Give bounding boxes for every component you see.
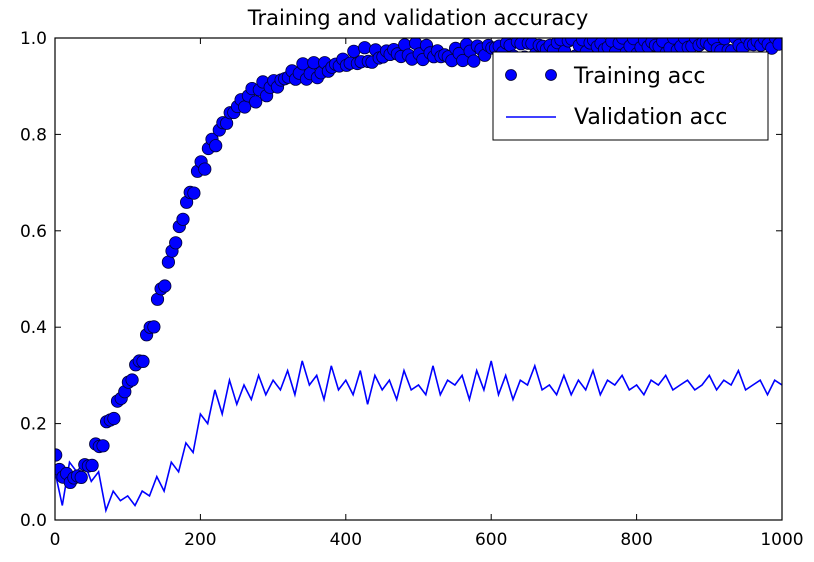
x-axis-ticks: 0 200 400 600 800 1000 — [50, 38, 804, 550]
training-acc-point — [209, 139, 223, 153]
training-acc-point — [176, 212, 190, 226]
training-acc-point — [147, 320, 161, 334]
training-acc-point — [467, 54, 481, 68]
training-acc-point — [85, 458, 99, 472]
training-acc-point — [347, 44, 361, 58]
y-tick-label: 0.0 — [20, 511, 47, 531]
x-tick-label: 800 — [620, 530, 652, 550]
legend-training-marker — [545, 69, 557, 81]
x-tick-label: 0 — [50, 530, 61, 550]
training-acc-point — [107, 411, 121, 426]
plot-frame — [54, 37, 783, 521]
y-tick-label: 0.8 — [20, 125, 47, 145]
x-tick-label: 200 — [184, 530, 216, 550]
y-tick-label: 0.2 — [20, 415, 47, 435]
legend-box — [492, 51, 769, 141]
y-axis-ticks: 0.0 0.2 0.4 0.6 0.8 1.0 — [20, 29, 782, 531]
training-acc-point — [125, 373, 139, 387]
x-tick-label: 600 — [475, 530, 507, 550]
y-tick-label: 0.6 — [20, 222, 47, 242]
training-acc-point — [158, 279, 172, 293]
y-tick-label: 0.4 — [20, 318, 47, 338]
chart-title: Training and validation accuracy — [247, 6, 589, 30]
legend-validation-label: Validation acc — [574, 105, 727, 130]
training-acc-point — [358, 41, 372, 55]
training-acc-point — [74, 470, 88, 484]
y-tick-label: 1.0 — [20, 29, 47, 49]
x-tick-label: 1000 — [760, 530, 803, 550]
training-acc-point — [772, 38, 782, 51]
training-acc-point — [136, 354, 150, 368]
training-acc-point — [198, 162, 212, 176]
training-acc-point — [55, 448, 63, 462]
training-acc-point — [249, 95, 263, 109]
training-acc-point — [161, 255, 175, 269]
training-acc-points — [55, 38, 782, 489]
legend-training-label: Training acc — [573, 64, 705, 89]
training-acc-point — [169, 236, 183, 250]
training-acc-point — [187, 186, 201, 200]
legend: Training acc Validation acc — [492, 51, 769, 141]
x-tick-label: 400 — [330, 530, 362, 550]
training-acc-point — [238, 100, 252, 114]
validation-acc-line — [55, 360, 782, 514]
training-acc-point — [96, 439, 110, 453]
legend-training-marker — [505, 69, 517, 81]
